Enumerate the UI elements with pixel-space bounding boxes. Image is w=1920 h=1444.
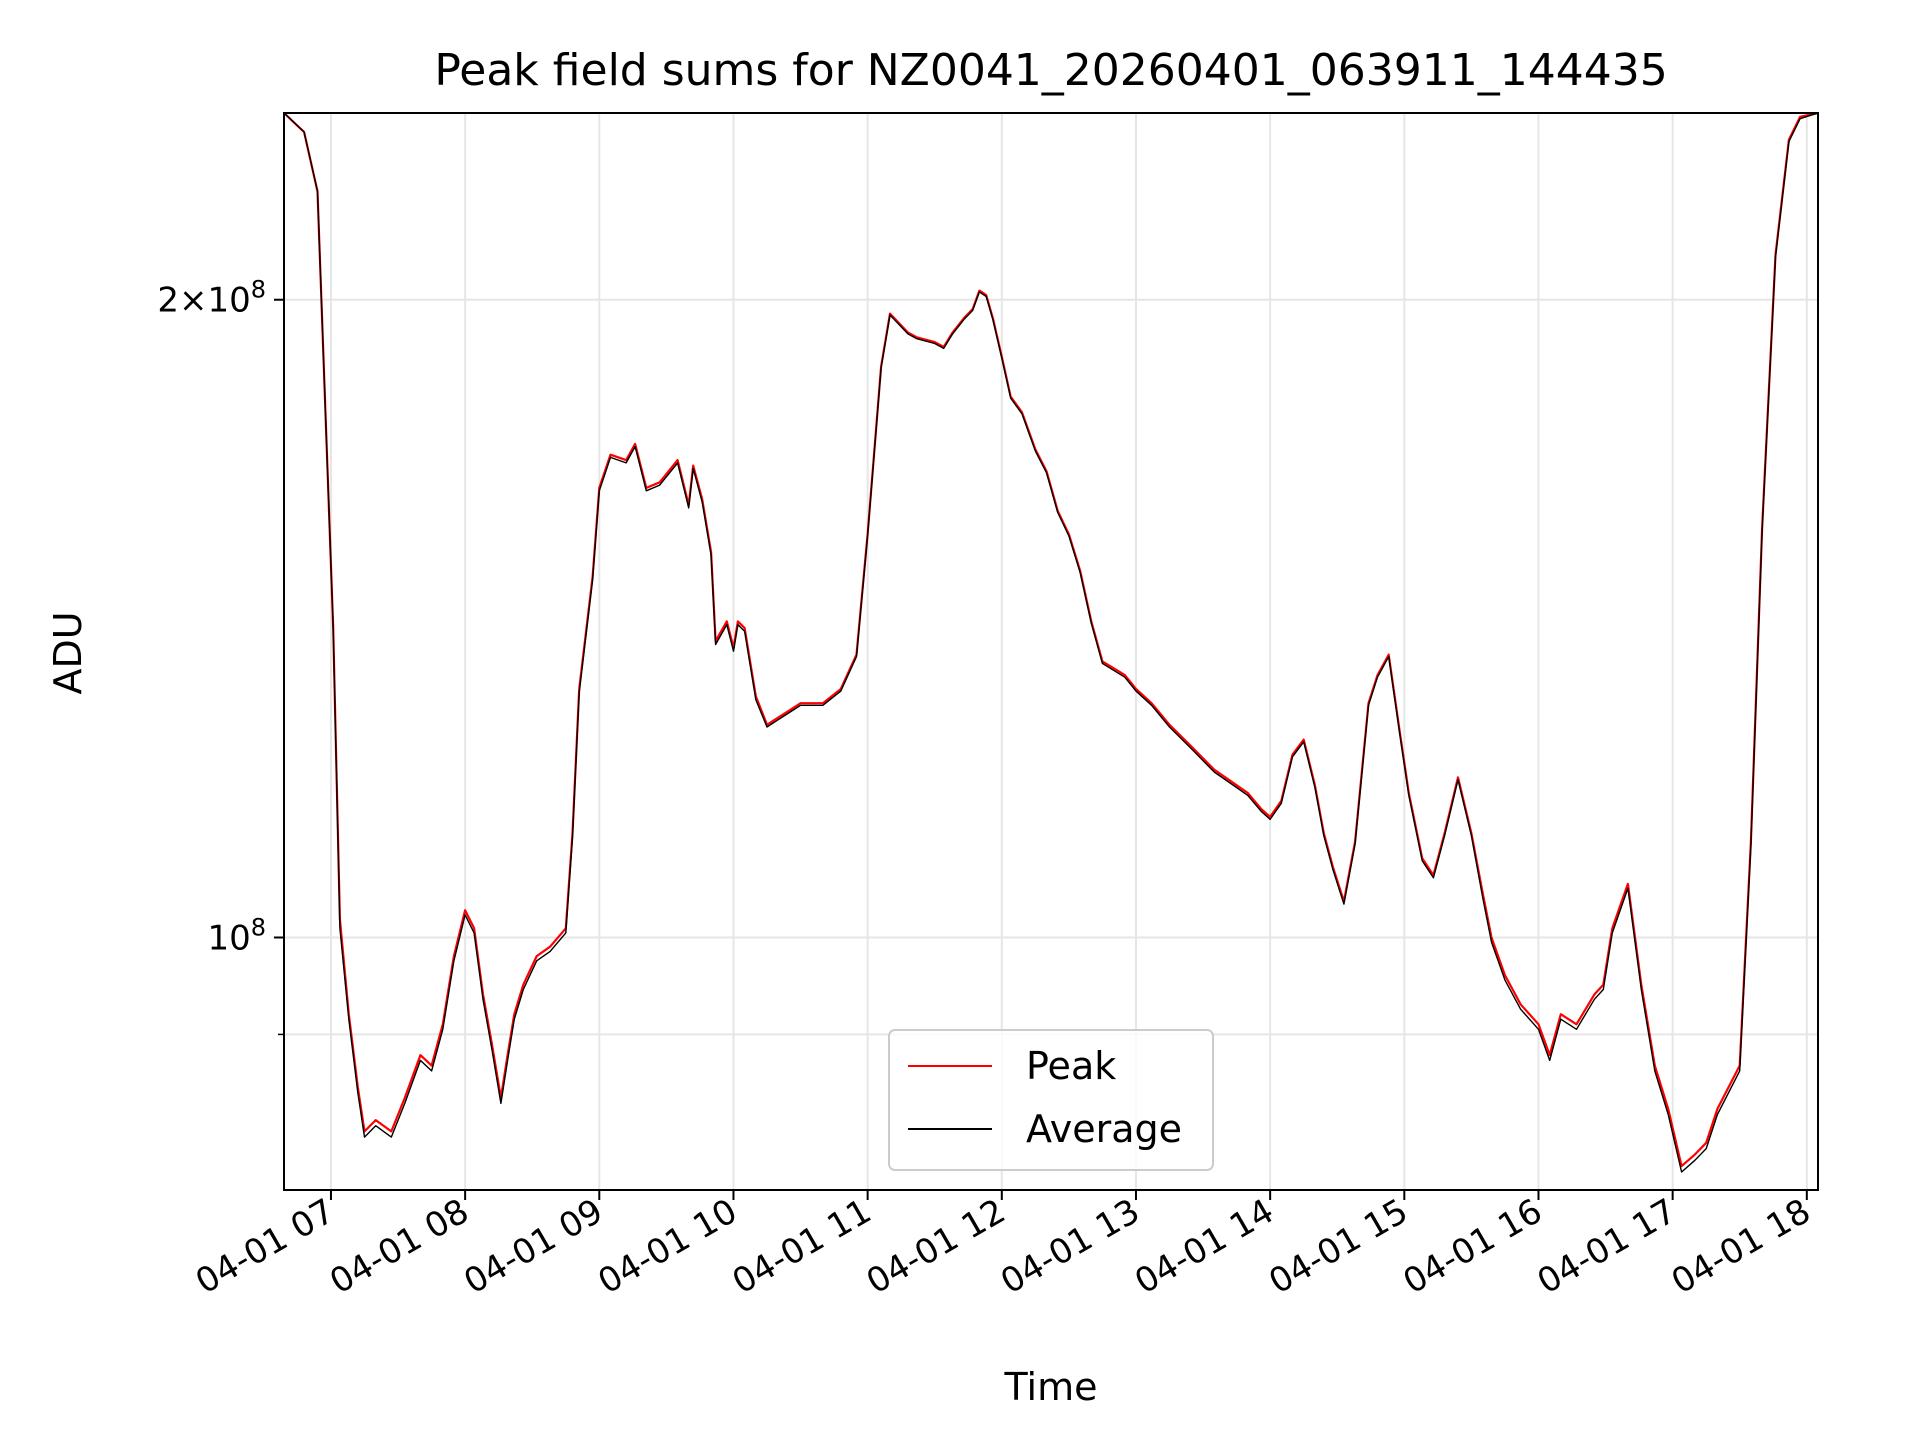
legend: Peak Average <box>888 1029 1214 1171</box>
series-line-average <box>283 112 1819 1173</box>
y-tick-label: 108 <box>207 913 266 958</box>
legend-label-average: Average <box>1026 1107 1182 1151</box>
x-axis-label: Time <box>1004 1365 1098 1409</box>
series-layer <box>283 111 1819 1173</box>
legend-label-peak: Peak <box>1026 1044 1116 1088</box>
chart-title: Peak field sums for NZ0041_20260401_0639… <box>434 45 1667 96</box>
y-axis-label: ADU <box>46 611 90 694</box>
y-tick-label: 2×108 <box>157 276 266 321</box>
plot-frame <box>283 112 1819 1191</box>
